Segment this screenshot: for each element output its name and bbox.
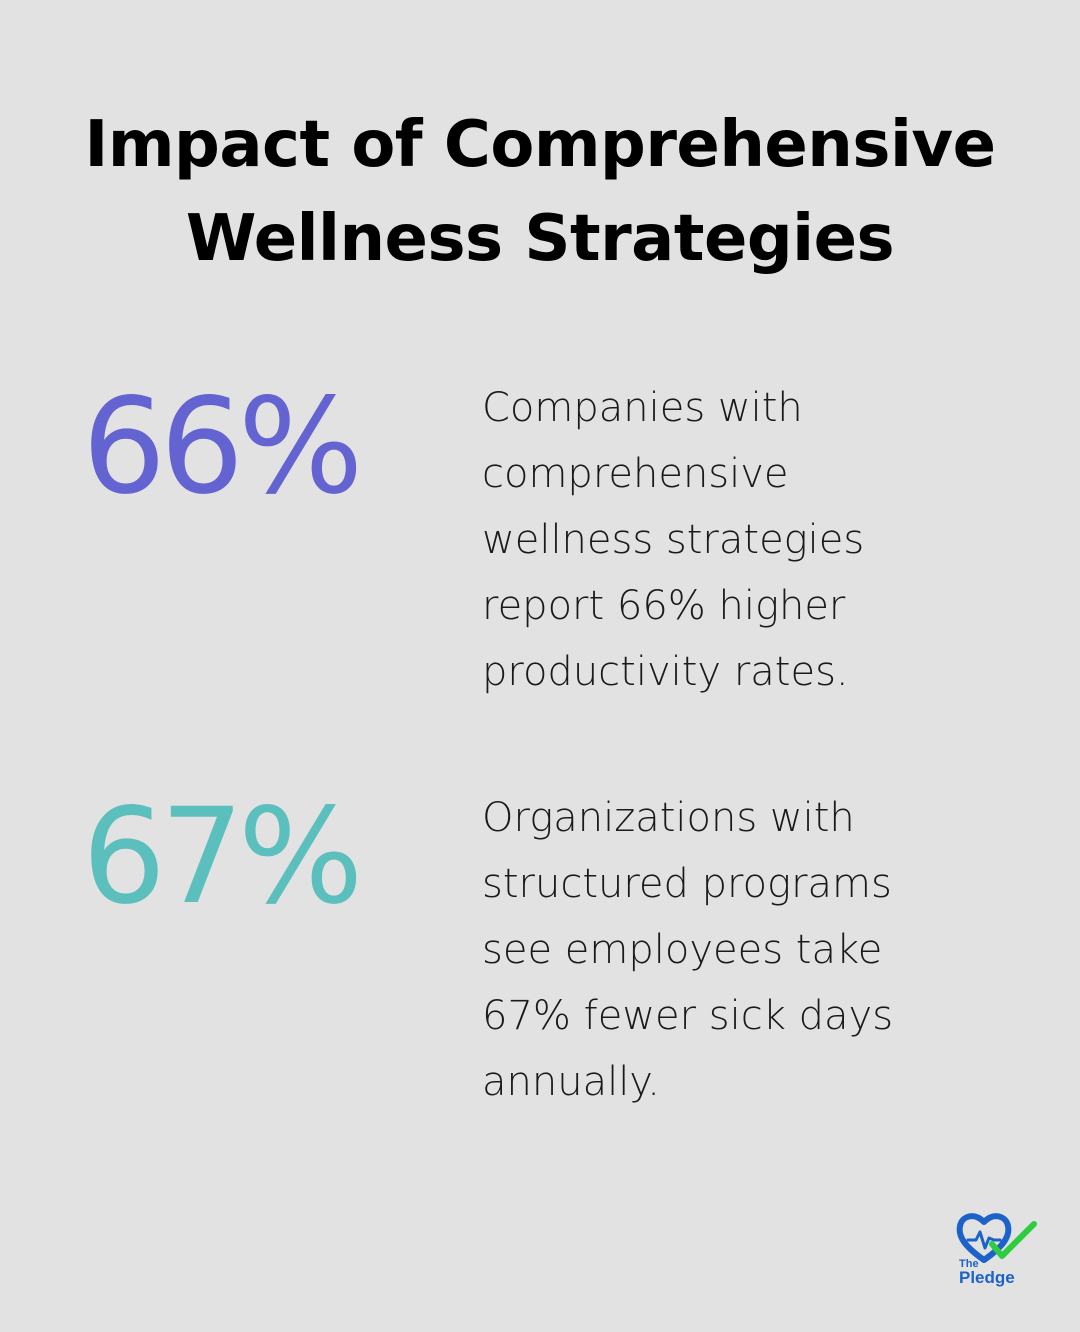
stat-value-1: 66% (82, 370, 363, 524)
page-title: Impact of Comprehensive Wellness Strateg… (0, 98, 1080, 286)
the-pledge-logo: The Pledge (956, 1212, 1040, 1292)
page-title-line-1: Impact of Comprehensive (84, 108, 997, 182)
stat-description-1-line: wellness strategies (482, 517, 865, 563)
stat-description-1: Companies with comprehensive wellness st… (482, 375, 1042, 705)
stat-description-1-line: comprehensive (482, 451, 789, 497)
logo-text-the: The (959, 1258, 979, 1270)
stat-description-2-line: 67% fewer sick days (482, 993, 894, 1039)
stat-description-1-line: Companies with (482, 385, 803, 431)
heart-check-icon (956, 1213, 1037, 1263)
stat-description-2-line: annually. (482, 1059, 660, 1105)
page-title-line-2: Wellness Strategies (185, 202, 895, 276)
logo-text-pledge: Pledge (959, 1268, 1015, 1287)
stat-value-2: 67% (82, 780, 363, 934)
stat-description-1-line: report 66% higher (482, 583, 846, 629)
stat-description-1-line: productivity rates. (482, 649, 849, 695)
stat-description-2: Organizations with structured programs s… (482, 785, 1042, 1115)
stat-description-2-line: structured programs (482, 861, 892, 907)
stat-description-2-line: Organizations with (482, 795, 855, 841)
stat-description-2-line: see employees take (482, 927, 883, 973)
